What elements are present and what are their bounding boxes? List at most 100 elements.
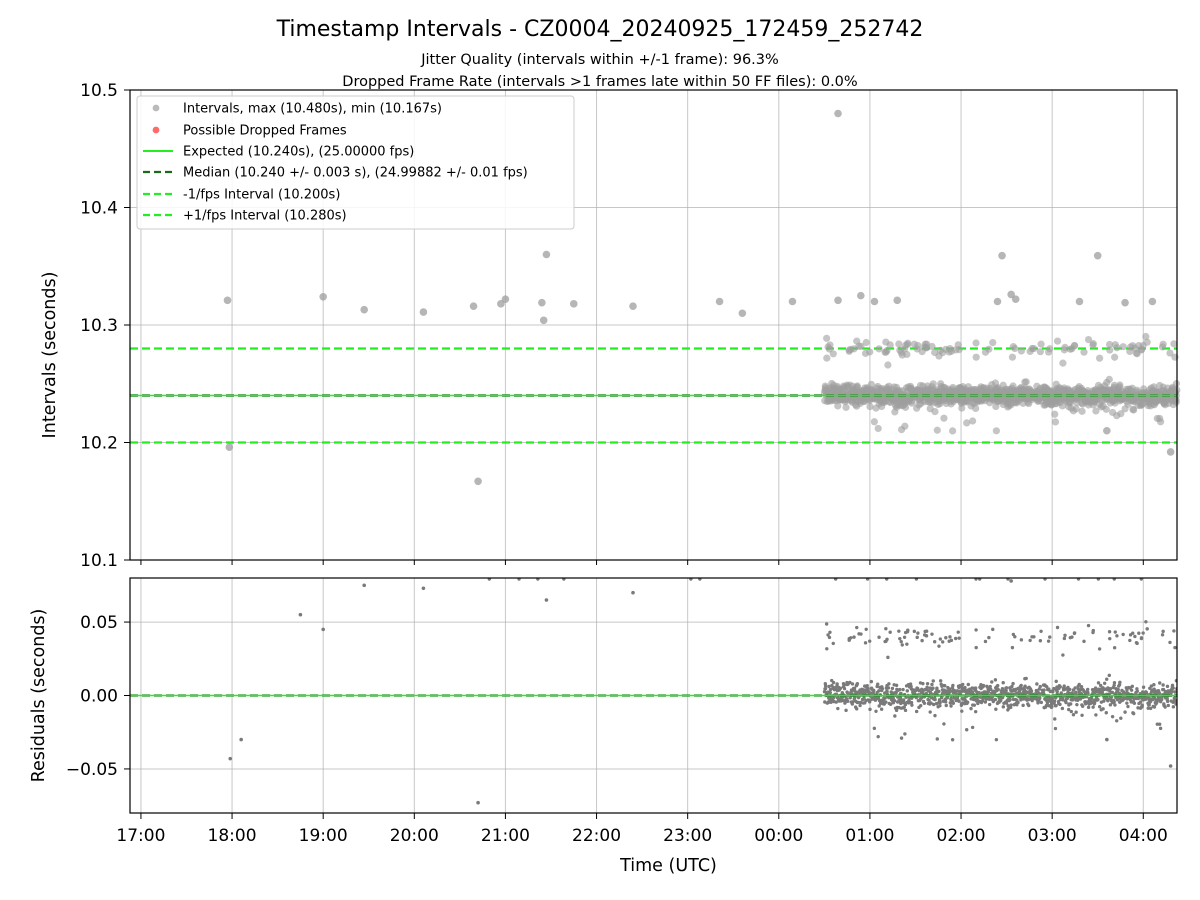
interval-outlier-point xyxy=(834,296,842,305)
residual-point xyxy=(1010,684,1014,689)
interval-point xyxy=(1119,343,1127,351)
residual-point xyxy=(862,696,866,700)
interval-outlier-point xyxy=(474,477,482,486)
residuals-xtick-label-0: 17:00 xyxy=(116,826,165,846)
residual-point xyxy=(901,698,906,702)
residual-point xyxy=(1086,687,1090,692)
residual-point xyxy=(907,699,911,703)
residual-outlier-point xyxy=(228,756,233,761)
interval-point xyxy=(928,342,936,351)
residual-point xyxy=(1129,688,1134,692)
residual-clipped-point xyxy=(1006,578,1010,581)
residual-point xyxy=(1096,681,1101,685)
residual-point xyxy=(1108,686,1113,691)
residual-point xyxy=(868,707,872,712)
interval-outlier-point xyxy=(538,298,546,307)
residual-point xyxy=(867,700,872,704)
residual-clipped-point xyxy=(1076,578,1081,581)
interval-point xyxy=(992,427,1000,435)
residual-point xyxy=(894,708,899,713)
residual-point xyxy=(1062,684,1066,688)
residual-point xyxy=(910,703,914,707)
intervals-legend: Intervals, max (10.480s), min (10.167s) P… xyxy=(136,95,575,230)
residual-point xyxy=(1125,701,1129,705)
residual-point xyxy=(953,689,957,694)
interval-point xyxy=(972,339,980,347)
interval-outlier-point xyxy=(1166,448,1175,456)
residual-clipped-point xyxy=(977,578,982,581)
residual-point xyxy=(897,629,901,633)
residuals-xtick-label-7: 00:00 xyxy=(754,826,803,846)
residual-point xyxy=(1158,726,1163,731)
residual-point xyxy=(858,700,863,705)
residuals-xtick-label-2: 19:00 xyxy=(299,826,348,846)
interval-point xyxy=(901,403,910,411)
residual-point xyxy=(1089,697,1093,701)
residual-point xyxy=(1035,682,1039,686)
residual-point xyxy=(1157,722,1162,726)
residual-point xyxy=(1058,685,1062,689)
residual-point xyxy=(1028,638,1032,643)
residual-point xyxy=(1054,703,1058,708)
residual-point xyxy=(1019,683,1023,688)
residual-point xyxy=(1077,682,1081,687)
residual-point xyxy=(1023,684,1027,688)
residual-clipped-point xyxy=(885,578,889,581)
residual-point xyxy=(1096,697,1100,702)
residual-point xyxy=(906,628,910,632)
interval-point xyxy=(1105,340,1114,349)
residual-point xyxy=(879,707,884,711)
residual-point xyxy=(1135,689,1140,693)
residual-point xyxy=(899,736,904,740)
residual-point xyxy=(1126,704,1130,709)
residual-point xyxy=(843,701,847,705)
residual-point xyxy=(943,700,948,704)
interval-outlier-point xyxy=(223,296,232,305)
interval-point xyxy=(866,402,874,411)
residual-clipped-point xyxy=(562,578,566,581)
residual-point xyxy=(1110,714,1115,719)
residual-point xyxy=(942,722,946,726)
residual-point xyxy=(1171,686,1175,690)
interval-point xyxy=(903,350,911,359)
residual-point xyxy=(1039,629,1043,633)
residual-point xyxy=(909,700,914,705)
residual-point xyxy=(869,686,874,690)
residual-point xyxy=(1086,623,1091,628)
residual-point xyxy=(1075,702,1079,707)
residual-point xyxy=(886,655,890,660)
residual-point xyxy=(1145,627,1149,631)
residual-outlier-point xyxy=(1009,579,1013,583)
residual-point xyxy=(931,679,935,683)
residual-outlier-point xyxy=(321,627,325,632)
residual-point xyxy=(1017,690,1021,694)
residual-point xyxy=(1038,639,1043,643)
residual-point xyxy=(848,680,852,685)
residual-outlier-point xyxy=(362,583,366,588)
residual-point xyxy=(1170,683,1175,688)
residual-point xyxy=(986,689,991,694)
residual-point xyxy=(827,684,831,689)
interval-point xyxy=(1170,340,1178,348)
residual-point xyxy=(1019,638,1024,642)
interval-point xyxy=(901,422,909,430)
interval-point xyxy=(1078,407,1086,415)
residual-point xyxy=(931,702,936,707)
residual-point xyxy=(1004,701,1009,705)
residual-point xyxy=(965,728,969,732)
residual-point xyxy=(953,636,958,641)
residual-point xyxy=(850,700,855,704)
residual-outlier-point xyxy=(476,800,480,805)
interval-point xyxy=(1037,340,1045,348)
residual-point xyxy=(1097,647,1102,651)
interval-point xyxy=(904,339,912,347)
residual-clipped-point xyxy=(536,578,540,581)
residual-point xyxy=(1107,630,1112,634)
residual-point xyxy=(892,699,897,703)
interval-outlier-point xyxy=(469,302,478,311)
residual-point xyxy=(974,628,978,632)
residual-clipped-point xyxy=(865,578,870,581)
residual-point xyxy=(1092,701,1097,705)
time-xlabel: Time (UTC) xyxy=(619,856,717,876)
